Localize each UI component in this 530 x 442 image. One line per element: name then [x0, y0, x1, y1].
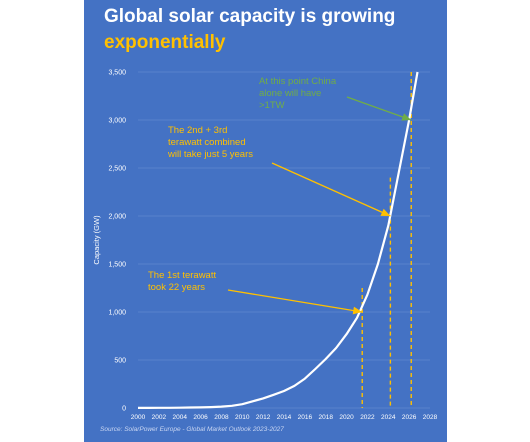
- y-tick-label: 2,500: [108, 166, 126, 173]
- x-tick-label: 2008: [214, 414, 229, 421]
- source-note: Source: SolarPower Europe - Global Marke…: [100, 426, 284, 433]
- annotation-text: will take just 5 years: [167, 149, 253, 160]
- annotation-text: terawatt combined: [168, 137, 246, 148]
- title-line-1: Global solar capacity is growing: [104, 6, 396, 27]
- x-tick-label: 2006: [193, 414, 208, 421]
- x-tick-label: 2000: [131, 414, 146, 421]
- chart-title: Global solar capacity is growing exponen…: [104, 4, 395, 56]
- x-tick-label: 2020: [339, 414, 354, 421]
- y-tick-label: 3,000: [108, 118, 126, 125]
- x-tick-label: 2004: [172, 414, 187, 421]
- x-tick-label: 2028: [423, 414, 438, 421]
- x-tick-label: 2002: [152, 414, 167, 421]
- y-tick-label: 3,500: [108, 70, 126, 77]
- x-tick-label: 2016: [298, 414, 313, 421]
- x-tick-label: 2010: [235, 414, 250, 421]
- annotation-text: The 1st terawatt: [148, 270, 216, 281]
- annotation-text: The 2nd + 3rd: [168, 125, 227, 136]
- annotation-arrow: [271, 162, 391, 217]
- x-tick-label: 2012: [256, 414, 271, 421]
- y-tick-label: 1,000: [108, 310, 126, 317]
- x-tick-label: 2018: [318, 414, 333, 421]
- annotation-arrow: [346, 96, 412, 121]
- x-tick-label: 2024: [381, 414, 396, 421]
- annotation-text: At this point China: [259, 76, 337, 87]
- title-line-2: exponentially: [104, 32, 226, 53]
- annotation-arrow: [227, 289, 363, 315]
- annotation-text: took 22 years: [148, 282, 205, 293]
- chart-frame: [84, 0, 447, 442]
- annotation-text: >1TW: [259, 100, 285, 111]
- y-tick-label: 0: [122, 406, 126, 413]
- x-tick-label: 2026: [402, 414, 417, 421]
- y-tick-label: 1,500: [108, 262, 126, 269]
- y-axis-label: Capacity (GW): [92, 215, 101, 265]
- series-line: [138, 71, 419, 409]
- annotation-text: alone will have: [259, 88, 321, 99]
- x-tick-label: 2014: [277, 414, 292, 421]
- y-tick-label: 2,000: [108, 214, 126, 221]
- y-tick-label: 500: [114, 358, 126, 365]
- x-tick-label: 2022: [360, 414, 375, 421]
